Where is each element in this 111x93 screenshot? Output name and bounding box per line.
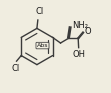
Text: Abs: Abs bbox=[37, 43, 48, 48]
Text: NH₂: NH₂ bbox=[72, 21, 88, 30]
Text: OH: OH bbox=[72, 50, 85, 59]
Text: Cl: Cl bbox=[11, 64, 19, 73]
Text: O: O bbox=[84, 27, 91, 36]
Text: Cl: Cl bbox=[35, 7, 43, 16]
